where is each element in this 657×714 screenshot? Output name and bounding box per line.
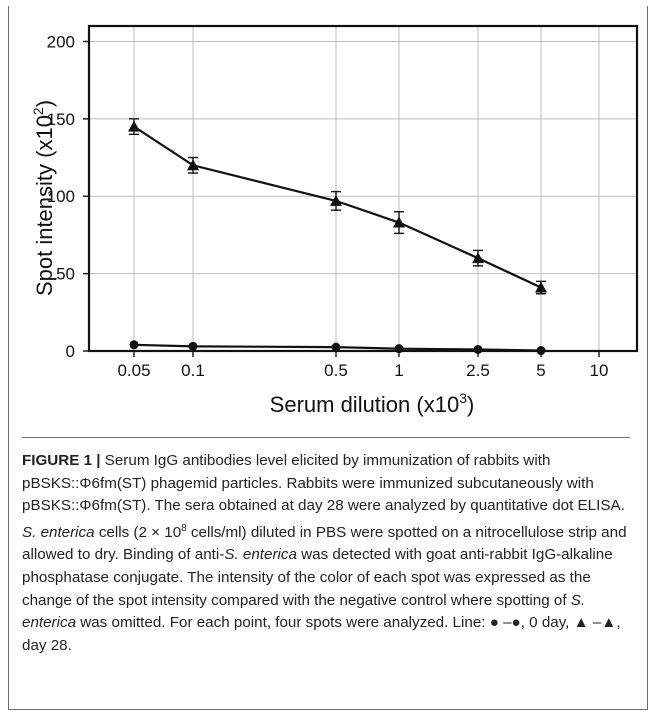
grid <box>89 26 637 352</box>
caption-text-1: Serum IgG antibodies level elicited by i… <box>22 452 625 515</box>
caption-text-4: was detected with goat anti-rabbit IgG-a… <box>22 546 613 609</box>
x-tick-label: 0.5 <box>324 361 348 380</box>
x-tick-label: 0.1 <box>181 361 205 380</box>
line-chart: 0 50 100 150 200 0.05 0.1 0.5 1 2.5 5 10 Serum dil… <box>30 24 639 417</box>
figure-caption: FIGURE 1 | Serum IgG antibodies level el… <box>22 450 634 657</box>
y-tick-label: 150 <box>47 110 75 129</box>
data-point-circle <box>331 342 341 352</box>
caption-divider <box>22 437 630 438</box>
series-line-0-day <box>133 343 542 352</box>
caption-organism-3: S. enterica <box>22 591 586 632</box>
data-point-triangle <box>393 216 405 228</box>
caption-organism-1: S. enterica <box>22 523 95 541</box>
data-point-triangle <box>128 120 140 132</box>
y-tick-label: 200 <box>47 32 75 51</box>
data-point-triangle <box>472 252 484 264</box>
plot-area-border <box>87 24 639 353</box>
data-point-triangle <box>330 194 342 206</box>
x-tick-label: 5 <box>536 361 545 380</box>
y-tick-label: 100 <box>47 187 75 206</box>
data-point-circle <box>129 340 139 350</box>
y-tick-label: 0 <box>66 342 75 361</box>
y-axis-title: Spot intensity (x102) <box>30 100 57 296</box>
data-point-circle <box>473 344 483 354</box>
x-tick-label: 1 <box>394 361 403 380</box>
y-axis-ticks: 0 50 100 150 200 <box>47 32 89 361</box>
x-tick-label: 0.05 <box>117 361 150 380</box>
series-line-day-28 <box>133 125 542 289</box>
x-axis-ticks: 0.05 0.1 0.5 1 2.5 5 10 <box>117 351 608 380</box>
caption-text-5: was omitted. For each point, four spots … <box>22 614 621 654</box>
x-tick-label: 10 <box>590 361 609 380</box>
x-tick-label: 2.5 <box>466 361 490 380</box>
data-point-triangle <box>535 281 547 293</box>
data-point-circle <box>188 341 198 351</box>
caption-organism-2: S. enterica <box>224 546 297 564</box>
data-point-triangle <box>187 159 199 171</box>
series-layer <box>128 118 547 356</box>
caption-text-3: cells/ml) diluted in PBS were spotted on… <box>22 523 627 564</box>
y-tick-label: 50 <box>56 265 75 284</box>
caption-label: FIGURE 1 | <box>22 452 101 469</box>
caption-text-2: cells (2 × 10 <box>94 523 182 541</box>
caption-exponent: 8 <box>181 522 187 534</box>
figure-frame <box>8 6 648 710</box>
x-axis-title: Serum dilution (x103) <box>270 390 475 417</box>
